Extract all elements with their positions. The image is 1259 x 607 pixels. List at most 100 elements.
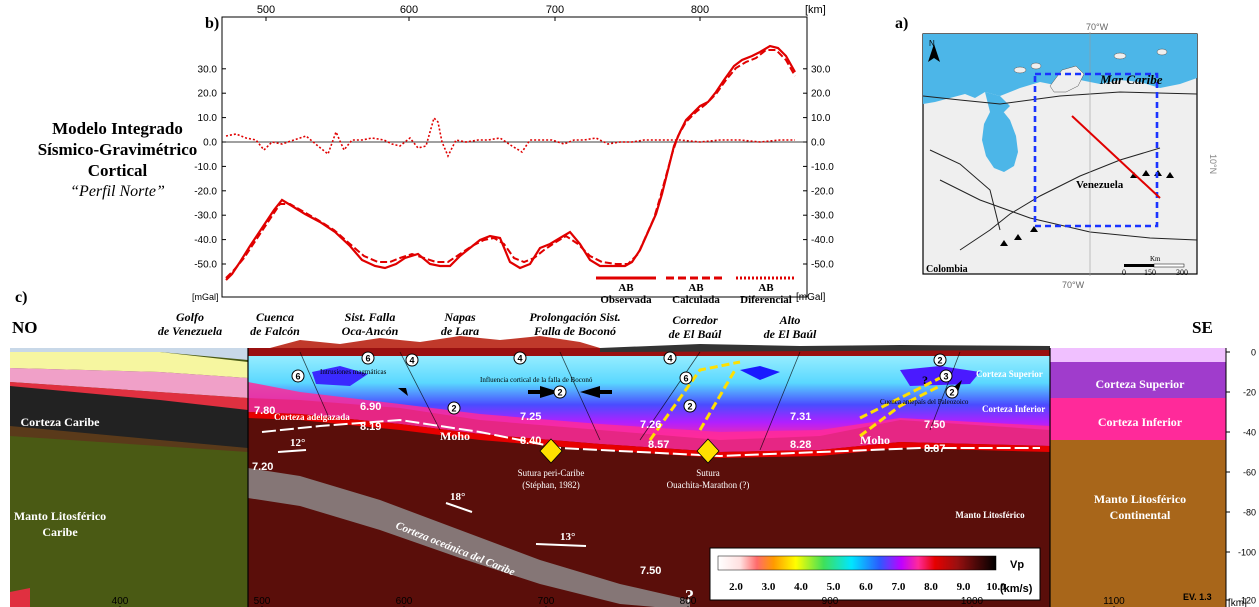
gravity-top-tick-label: 800 (691, 4, 709, 16)
angle-13: 13° (560, 531, 575, 543)
map-lon-top: 70°W (1086, 22, 1109, 32)
layer-circle-label: 6 (683, 374, 688, 384)
section-y-tick-label: -40 (1243, 428, 1256, 438)
sutura2-l2: Ouachita-Marathon (?) (667, 480, 750, 490)
layer-circle-shape (683, 399, 697, 413)
feature-falcon-l1: Cuenca (256, 310, 294, 324)
gravity-left-tick-label: -20.0 (194, 186, 217, 197)
feature-falcon-l2: de Falcón (250, 324, 300, 338)
gravity-right-tick-label: -50.0 (811, 260, 834, 271)
feature-labels: Golfo de Venezuela Cuenca de Falcón Sist… (158, 310, 817, 341)
sutura1-l2: (Stéphan, 1982) (522, 480, 580, 490)
inner-influencia: Influencia cortical de la falla de Bocon… (480, 376, 593, 384)
velocity-label: 7.26 (640, 419, 661, 431)
gravity-right-tick-label: 30.0 (811, 64, 831, 75)
north-arrow-icon: N (928, 39, 940, 62)
left-manto-l2: Caribe (42, 525, 78, 539)
caribbean-islands (1013, 48, 1168, 74)
colorbar-tick-label: 7.0 (892, 581, 906, 593)
gravity-left-unit: [mGal] (192, 292, 219, 302)
velocity-label: 8.87 (924, 443, 945, 455)
section-y-tick-label: -100 (1238, 548, 1256, 558)
layer-circle-label: 2 (687, 402, 692, 412)
legend-observed-l1: AB (618, 282, 634, 294)
suture-diamond-1 (539, 438, 563, 464)
layer-circle-label: 4 (409, 356, 414, 366)
layer-circle: 2 (933, 353, 947, 367)
left-manto-l1: Manto Litosférico (14, 509, 106, 523)
colorbar-tick-label: 10.0 (986, 581, 1006, 593)
layer-circle-shape (361, 351, 375, 365)
gravity-right-tick-label: 0.0 (811, 138, 825, 149)
title-line-4: “Perfil Norte” (70, 183, 165, 200)
observed-anomaly-curve (225, 44, 796, 281)
paraguana-peninsula (1049, 65, 1085, 93)
feature-bocono-l2: Falla de Boconó (533, 324, 616, 338)
section-y-tick-label: 0 (1251, 348, 1256, 358)
sutura2-l1: Sutura (696, 468, 720, 478)
section-x-tick-label: 1100 (1103, 596, 1125, 607)
suture-arrows (648, 360, 941, 441)
right-manto-l1: Manto Litosférico (1094, 492, 1186, 506)
section-x-tick-label: 1000 (961, 596, 984, 607)
map-sea-label: Mar Caribe (1099, 72, 1163, 87)
central-block: Corteza oceánica del Caribe (247, 336, 1051, 607)
colorbar-tick-label: 5.0 (827, 581, 841, 593)
velocity-label: 8.28 (790, 439, 811, 451)
layer-circle: 6 (679, 371, 693, 385)
velocity-label: 7.50 (924, 419, 945, 431)
gravity-right-tick-label: 20.0 (811, 89, 831, 100)
colorbar-tick-label: 6.0 (859, 581, 873, 593)
layer-circle-label: 2 (949, 388, 954, 398)
feature-ocaancon-l2: Oca-Ancón (342, 324, 399, 338)
section-x-tick-label: 600 (396, 596, 413, 607)
feature-corredor-l1: Corredor (672, 313, 718, 327)
layer-circle-label: 4 (517, 354, 522, 364)
velocity-colorbar: Vp 2.0 3.0 4.0 5.0 6.0 7.0 8.0 9.0 10.0 (km/s) (709, 547, 1041, 601)
moho-label-2: Moho (860, 433, 890, 447)
layer-circle-shape (553, 385, 567, 399)
layer-circle-label: 4 (667, 354, 672, 364)
colorbar-label: Vp (1010, 559, 1024, 571)
north-label: N (929, 39, 935, 48)
title-line-1: Modelo Integrado (52, 119, 183, 138)
lake-maracaibo (982, 110, 1018, 172)
inner-intrusiones: Intrusiones magmáticas (320, 368, 387, 376)
inner-manto: Manto Litosférico (955, 510, 1025, 520)
inner-adelgazada: Corteza adelgazada (274, 412, 350, 422)
profile-line (1071, 115, 1161, 199)
layer-circle: 2 (945, 385, 959, 399)
velocity-label: 7.25 (520, 411, 541, 423)
scale-tick-0: 0 (1122, 268, 1126, 277)
moho-label-1: Moho (440, 429, 470, 443)
layer-circle-shape (291, 369, 305, 383)
left-block: Corteza Caribe Manto Litosférico Caribe (10, 348, 248, 607)
section-y-tick-label: -80 (1243, 508, 1256, 518)
velocity-label: 7.50 (640, 565, 661, 577)
gravity-top-tick-label: 600 (400, 4, 418, 16)
differential-anomaly-curve (225, 116, 795, 158)
legend-observed-l2: Observada (600, 294, 652, 306)
gravity-right-tick-label: 10.0 (811, 113, 831, 124)
velocity-label: 8.57 (648, 439, 669, 451)
feature-corredor-l2: de El Baúl (669, 327, 722, 341)
layer-circle: 3 (939, 369, 953, 383)
right-corteza-superior: Corteza Superior (1096, 377, 1186, 391)
map-scale-bar: Km 0 150 300 (1122, 255, 1188, 277)
map-lat: 10°N (1208, 154, 1218, 174)
inner-labels: Corteza Superior Corteza Inferior Manto … (274, 368, 1045, 606)
gravity-right-tick-label: -20.0 (811, 186, 834, 197)
velocity-label: 7.80 (254, 405, 275, 417)
legend-calculated-l1: AB (688, 282, 704, 294)
velocity-label: 8.40 (520, 435, 541, 447)
right-block: Corteza Superior Corteza Inferior Manto … (1050, 348, 1226, 607)
section-left-end: NO (12, 318, 38, 337)
scale-tick-150: 150 (1144, 268, 1156, 277)
colorbar-tick-label: 3.0 (762, 581, 776, 593)
velocity-label: 8.19 (360, 421, 381, 433)
gravity-top-tick-label: 500 (257, 4, 275, 16)
layer-circle: 6 (291, 369, 305, 383)
gravity-right-unit: [mGal] (796, 292, 826, 303)
section-x-tick-label: 900 (822, 596, 839, 607)
